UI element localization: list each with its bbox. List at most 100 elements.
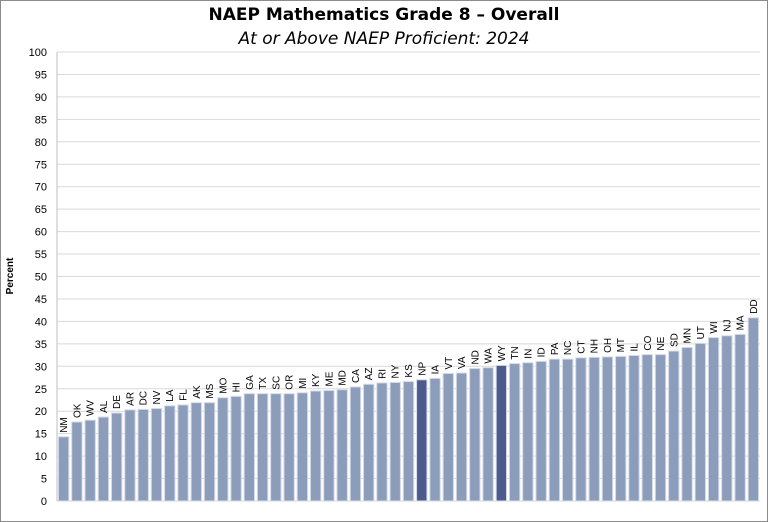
category-label: PA xyxy=(550,342,561,355)
category-label: FL xyxy=(179,389,190,401)
bar-ut xyxy=(694,342,706,502)
category-label: WY xyxy=(497,345,508,361)
category-label: GA xyxy=(245,375,256,390)
category-label: MT xyxy=(616,338,627,352)
bar-wa xyxy=(482,367,494,502)
category-label: UT xyxy=(696,326,707,339)
bar-tx xyxy=(256,393,269,502)
category-label: WA xyxy=(484,348,495,364)
category-label: VA xyxy=(457,356,468,369)
category-label: AR xyxy=(125,392,136,406)
bar-ct xyxy=(575,357,587,502)
bar-or xyxy=(283,393,295,502)
bar-id xyxy=(535,360,547,502)
category-label: DE xyxy=(112,395,123,409)
category-label: NP xyxy=(417,362,428,376)
bar-co xyxy=(641,354,653,502)
bar-ny xyxy=(389,381,401,502)
category-label: CO xyxy=(643,335,654,350)
category-label: OR xyxy=(285,375,296,390)
bar-wv xyxy=(84,419,96,502)
chart-title: NAEP Mathematics Grade 8 – Overall xyxy=(208,5,560,25)
bar-sc xyxy=(270,393,282,502)
bar-me xyxy=(323,390,335,502)
category-label: AL xyxy=(99,400,110,413)
category-label: MS xyxy=(205,383,216,398)
y-tick-label: 50 xyxy=(35,272,47,284)
category-label: NC xyxy=(563,341,574,355)
bar-ri xyxy=(376,382,388,502)
bar-pa xyxy=(548,358,561,502)
category-label: NM xyxy=(59,417,70,433)
y-tick-label: 65 xyxy=(35,204,47,216)
chart-subtitle: At or Above NAEP Proficient: 2024 xyxy=(238,29,530,49)
y-tick-label: 40 xyxy=(35,316,47,328)
bar-dc xyxy=(137,408,149,502)
bar-tn xyxy=(508,363,521,502)
category-label: RI xyxy=(377,369,388,379)
y-tick-label: 25 xyxy=(35,384,47,396)
bar-wy xyxy=(495,364,508,502)
y-tick-label: 85 xyxy=(35,114,47,126)
category-label: DC xyxy=(139,391,150,405)
category-label: CA xyxy=(351,369,362,383)
bar-ks xyxy=(402,381,415,502)
y-tick-label: 100 xyxy=(29,47,47,59)
y-tick-label: 20 xyxy=(35,406,47,418)
category-label: HI xyxy=(232,382,243,392)
bar-la xyxy=(164,405,176,502)
bar-ia xyxy=(429,377,441,502)
y-tick-label: 95 xyxy=(35,69,47,81)
bar-ak xyxy=(190,402,202,502)
category-label: KS xyxy=(404,364,415,378)
bar-nd xyxy=(469,368,481,502)
y-tick-label: 70 xyxy=(35,182,47,194)
bar-il xyxy=(628,355,640,502)
bar-oh xyxy=(601,356,614,502)
y-tick-label: 0 xyxy=(41,496,47,508)
bar-al xyxy=(97,416,110,502)
category-label: WV xyxy=(86,400,97,416)
bar-np xyxy=(416,379,428,502)
category-label: TN xyxy=(510,346,521,359)
bar-nc xyxy=(561,358,574,502)
category-label: IN xyxy=(523,349,534,359)
category-label: NJ xyxy=(722,320,733,332)
category-label: OK xyxy=(72,403,83,418)
category-label: AZ xyxy=(364,367,375,380)
category-label: MN xyxy=(683,328,694,344)
y-tick-label: 45 xyxy=(35,294,47,306)
bar-hi xyxy=(230,395,242,502)
category-label: KY xyxy=(311,373,322,387)
category-label: CT xyxy=(576,340,587,353)
bar-wi xyxy=(707,337,720,502)
y-tick-label: 90 xyxy=(35,92,47,104)
bar-az xyxy=(363,383,375,502)
bar-va xyxy=(455,372,468,502)
category-label: IL xyxy=(629,343,640,352)
bar-ma xyxy=(734,333,746,502)
bar-ms xyxy=(203,402,216,502)
bar-vt xyxy=(442,372,454,502)
category-label: ND xyxy=(470,350,481,364)
y-tick-label: 55 xyxy=(35,249,47,261)
y-tick-label: 15 xyxy=(35,429,47,441)
bar-fl xyxy=(177,404,189,502)
category-label: MI xyxy=(298,378,309,389)
bar-mt xyxy=(615,355,627,502)
category-label: NV xyxy=(152,390,163,404)
y-tick-label: 5 xyxy=(41,474,47,486)
y-tick-label: 80 xyxy=(35,137,47,149)
category-label: SC xyxy=(271,376,282,390)
bar-ne xyxy=(654,354,667,502)
bar-sd xyxy=(668,350,680,502)
y-tick-label: 75 xyxy=(35,159,47,171)
category-label: VT xyxy=(444,357,455,370)
category-label: LA xyxy=(165,389,176,402)
category-label: NH xyxy=(590,339,601,353)
bar-md xyxy=(336,389,348,502)
category-label: ID xyxy=(537,347,548,357)
bar-ca xyxy=(349,386,362,502)
category-label: TX xyxy=(258,377,269,390)
